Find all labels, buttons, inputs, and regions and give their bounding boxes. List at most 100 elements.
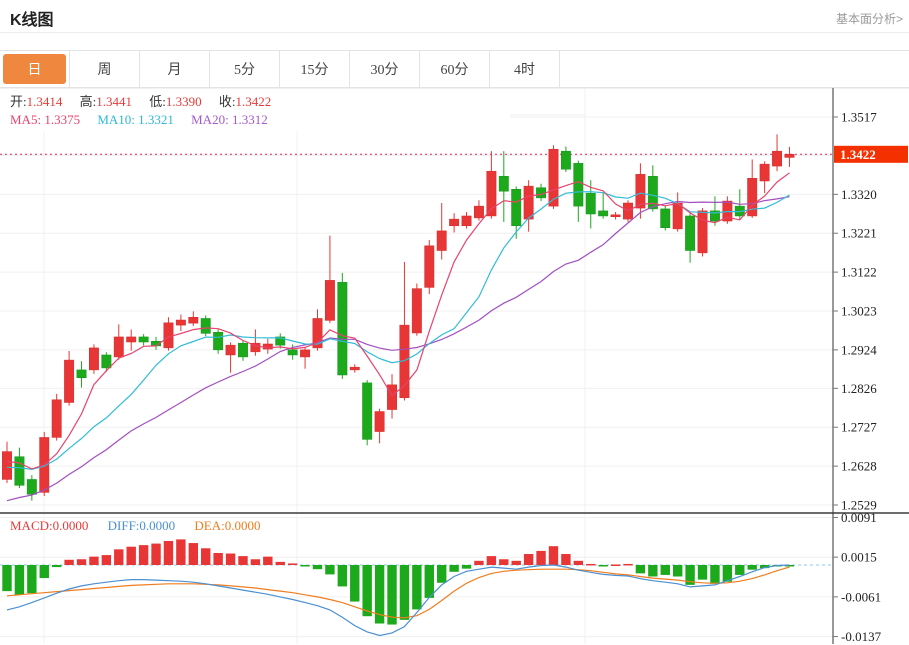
macd-bar[interactable] (250, 559, 261, 565)
candle-body[interactable] (511, 189, 522, 227)
macd-bar[interactable] (387, 565, 397, 625)
candle-body[interactable] (573, 163, 584, 207)
macd-bar[interactable] (14, 565, 25, 595)
candle-body[interactable] (635, 174, 646, 209)
candle-body[interactable] (784, 154, 795, 158)
macd-bar[interactable] (735, 565, 745, 575)
macd-bar[interactable] (747, 565, 757, 570)
candle-body[interactable] (337, 282, 348, 376)
candle-body[interactable] (424, 245, 435, 288)
macd-bar[interactable] (672, 565, 683, 577)
tab-week[interactable]: 周 (70, 51, 140, 87)
macd-bar[interactable] (101, 555, 112, 565)
macd-bar[interactable] (486, 556, 497, 565)
candle-body[interactable] (647, 176, 658, 210)
candle-body[interactable] (163, 322, 174, 349)
macd-bar[interactable] (437, 565, 447, 583)
macd-bar[interactable] (2, 565, 12, 592)
tab-month[interactable]: 月 (140, 51, 210, 87)
macd-bar[interactable] (399, 565, 410, 620)
candle-body[interactable] (51, 399, 62, 438)
macd-bar[interactable] (51, 565, 62, 568)
macd-bar[interactable] (325, 565, 335, 575)
candle-body[interactable] (697, 210, 708, 254)
candle-body[interactable] (324, 280, 335, 321)
candle-body[interactable] (610, 214, 621, 217)
macd-bar[interactable] (449, 565, 459, 572)
macd-bar[interactable] (648, 565, 658, 577)
macd-bar[interactable] (114, 549, 124, 565)
macd-bar[interactable] (499, 559, 509, 565)
macd-bar[interactable] (623, 563, 633, 566)
macd-bar[interactable] (176, 539, 186, 565)
candle-body[interactable] (113, 336, 124, 358)
macd-bar[interactable] (710, 565, 720, 584)
candle-body[interactable] (126, 336, 137, 343)
candle-body[interactable] (374, 411, 385, 432)
candle-body[interactable] (387, 384, 397, 410)
macd-bar[interactable] (784, 565, 795, 567)
macd-bar[interactable] (126, 546, 136, 565)
candles-layer[interactable] (2, 134, 795, 501)
tab-30min[interactable]: 30分 (350, 51, 420, 87)
macd-layer[interactable] (2, 539, 795, 637)
candle-body[interactable] (238, 342, 248, 358)
macd-bar[interactable] (300, 565, 310, 567)
candle-body[interactable] (101, 354, 112, 369)
candle-body[interactable] (2, 451, 12, 480)
candle-body[interactable] (772, 150, 782, 167)
candle-body[interactable] (287, 349, 298, 356)
tab-day-active-pill[interactable]: 日 (3, 54, 66, 84)
macd-bar[interactable] (374, 565, 385, 624)
candle-body[interactable] (709, 210, 720, 222)
macd-bar[interactable] (163, 540, 174, 565)
tab-4hour[interactable]: 4时 (490, 51, 560, 87)
macd-bar[interactable] (548, 546, 559, 565)
candle-body[interactable] (411, 288, 422, 334)
macd-bar[interactable] (238, 556, 248, 565)
macd-bar[interactable] (523, 554, 534, 565)
macd-bar[interactable] (213, 552, 223, 565)
candle-body[interactable] (759, 163, 770, 182)
candle-body[interactable] (436, 230, 447, 251)
macd-bar[interactable] (424, 565, 434, 598)
macd-bar[interactable] (461, 565, 472, 569)
macd-bar[interactable] (697, 565, 708, 580)
candle-body[interactable] (672, 202, 683, 230)
candle-body[interactable] (747, 178, 758, 217)
candle-body[interactable] (14, 456, 25, 486)
macd-bar[interactable] (536, 550, 546, 565)
candle-body[interactable] (26, 479, 37, 495)
macd-bar[interactable] (76, 559, 87, 565)
macd-bar[interactable] (685, 565, 695, 585)
candle-body[interactable] (474, 205, 484, 219)
candle-body[interactable] (461, 215, 472, 227)
candle-body[interactable] (300, 349, 311, 358)
macd-bar[interactable] (263, 556, 273, 565)
macd-bar[interactable] (561, 554, 571, 565)
macd-bar[interactable] (27, 565, 37, 594)
macd-bar[interactable] (660, 565, 670, 575)
candle-body[interactable] (560, 150, 571, 170)
candle-body[interactable] (64, 359, 75, 403)
macd-bar[interactable] (225, 553, 236, 565)
candle-body[interactable] (660, 208, 671, 228)
candle-body[interactable] (275, 336, 286, 346)
macd-bar[interactable] (573, 560, 584, 565)
candle-body[interactable] (312, 318, 323, 349)
candle-body[interactable] (175, 319, 186, 326)
candle-body[interactable] (498, 176, 509, 192)
macd-bar[interactable] (511, 560, 521, 565)
macd-bar[interactable] (89, 556, 99, 565)
candle-body[interactable] (523, 185, 534, 220)
macd-bar[interactable] (586, 563, 596, 566)
candle-body[interactable] (138, 336, 149, 343)
tab-day[interactable]: 日 (0, 51, 70, 87)
candle-body[interactable] (598, 210, 609, 217)
fundamental-analysis-link[interactable]: 基本面分析> (835, 12, 903, 26)
candle-body[interactable] (76, 369, 87, 379)
candle-body[interactable] (548, 148, 559, 207)
macd-bar[interactable] (759, 565, 770, 569)
candle-body[interactable] (213, 331, 224, 351)
